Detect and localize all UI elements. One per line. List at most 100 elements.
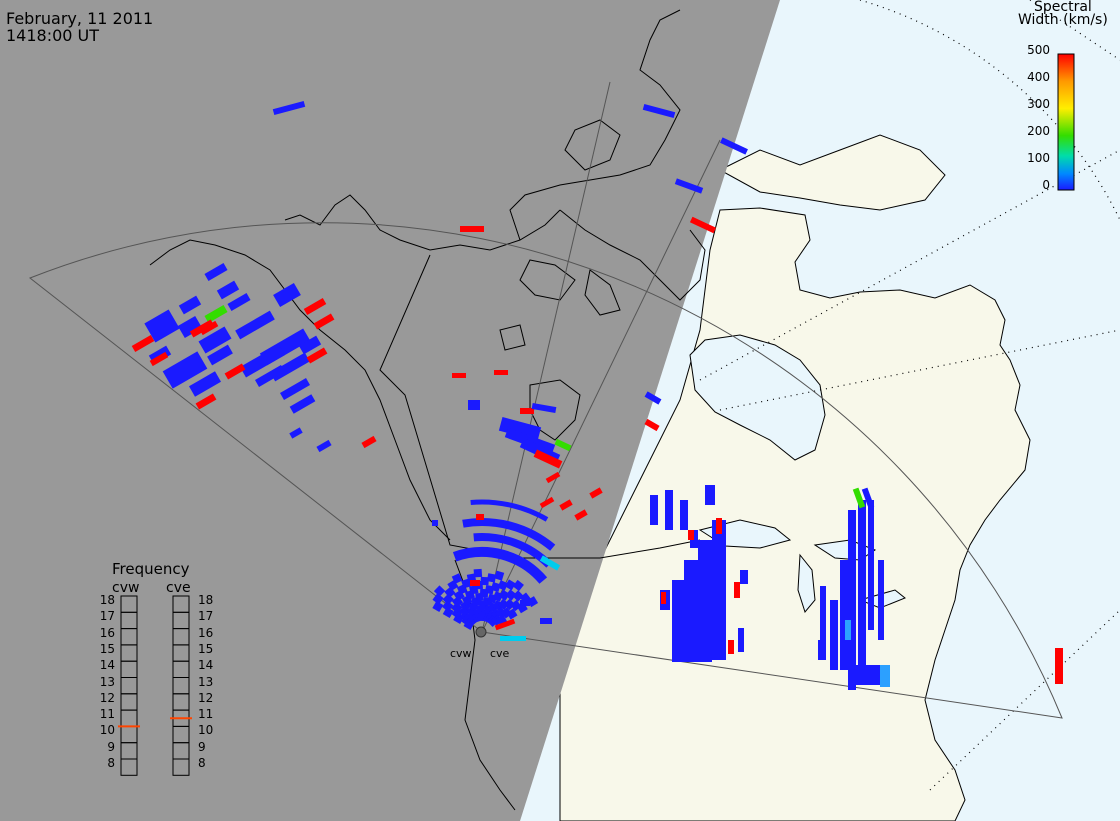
echo-cell xyxy=(432,601,444,612)
echo-cell xyxy=(470,580,480,586)
echo-cell xyxy=(820,586,826,656)
frequency-level-right: 14 xyxy=(198,658,214,673)
frequency-level-left: 10 xyxy=(99,723,115,738)
frequency-level-right: 18 xyxy=(198,593,214,607)
frequency-radar-label: cve xyxy=(166,580,191,596)
radar-site-label: cvw xyxy=(450,647,472,660)
plot-date: February, 11 2011 xyxy=(6,9,154,28)
echo-arc xyxy=(462,518,556,551)
echo-cell xyxy=(716,518,722,534)
colorbar-tick: 400 xyxy=(1027,70,1050,84)
echo-cell xyxy=(852,487,866,509)
echo-cell xyxy=(642,103,676,119)
echo-cell xyxy=(227,293,251,311)
echo-cell xyxy=(672,580,684,662)
radar-site-label: cve xyxy=(490,647,510,660)
echo-cell xyxy=(289,394,316,414)
echo-cell xyxy=(490,582,501,593)
colorbar-title-line1: Spectral xyxy=(1034,0,1092,15)
backscatter-echoes xyxy=(131,100,1063,690)
echo-cell xyxy=(313,313,335,330)
echo-cell xyxy=(738,628,744,652)
echo-cell xyxy=(505,589,517,601)
echo-cell xyxy=(644,418,660,432)
echo-cell xyxy=(199,320,219,336)
frequency-level-left: 16 xyxy=(99,625,115,640)
echo-cell xyxy=(235,310,275,340)
echo-cell xyxy=(177,315,203,339)
echo-cell xyxy=(818,640,826,660)
colorbar-title-line2: Width (km/s) xyxy=(1018,12,1108,28)
echo-cell xyxy=(498,589,510,601)
echo-cell xyxy=(539,496,555,509)
echo-cell xyxy=(289,427,303,439)
frequency-level-left: 18 xyxy=(99,593,115,607)
frequency-level-right: 11 xyxy=(198,707,214,722)
colorbar-tick: 0 xyxy=(1042,178,1050,192)
echo-cell xyxy=(316,439,332,453)
frequency-cell xyxy=(120,758,138,776)
echo-cell xyxy=(589,487,603,499)
echo-cell xyxy=(830,600,838,670)
colorbar-tick: 100 xyxy=(1027,151,1050,165)
echo-cell xyxy=(189,319,215,338)
echo-cell xyxy=(149,351,169,367)
echo-cell xyxy=(880,665,890,687)
echo-cell xyxy=(1055,648,1063,684)
echo-cell xyxy=(452,373,466,378)
echo-cell xyxy=(716,545,724,565)
echo-cell xyxy=(498,417,542,441)
echo-cell xyxy=(520,600,530,606)
echo-cell xyxy=(468,400,480,410)
echo-cell xyxy=(674,178,704,194)
echo-cell xyxy=(432,520,438,526)
hudson-bay xyxy=(689,334,826,461)
frequency-cell xyxy=(172,758,190,776)
echo-cell xyxy=(728,640,734,654)
echo-cell xyxy=(540,618,552,624)
echo-cell xyxy=(255,365,285,387)
echo-cell xyxy=(512,579,524,592)
echo-cell xyxy=(661,592,666,604)
echo-cell xyxy=(688,530,694,540)
echo-cell xyxy=(204,263,228,281)
frequency-level-right: 10 xyxy=(198,723,214,738)
echo-cell xyxy=(539,555,561,571)
echo-cell xyxy=(476,514,484,520)
frequency-level-right: 16 xyxy=(198,625,214,640)
echo-cell xyxy=(689,216,717,234)
echo-cell xyxy=(500,636,526,641)
colorbar-tick: 200 xyxy=(1027,124,1050,138)
echo-arc xyxy=(452,547,548,584)
echo-cell xyxy=(840,560,848,670)
echo-cell xyxy=(740,570,748,584)
echo-cell xyxy=(306,347,328,364)
frequency-ladders xyxy=(120,595,190,776)
echo-cell xyxy=(848,510,856,690)
echo-cell xyxy=(520,408,534,414)
frequency-level-left: 12 xyxy=(99,690,115,705)
echo-cell xyxy=(162,351,208,389)
frequency-level-left: 15 xyxy=(99,641,115,656)
plot-time: 1418:00 UT xyxy=(6,26,100,45)
colorbar-tick: 500 xyxy=(1027,43,1050,57)
echo-cell xyxy=(207,344,233,366)
frequency-level-left: 9 xyxy=(107,739,115,754)
echo-cell xyxy=(144,309,180,343)
echo-cell xyxy=(680,500,688,530)
echo-cell xyxy=(698,540,712,662)
frequency-level-left: 8 xyxy=(107,756,115,770)
echo-cell xyxy=(240,344,285,378)
echo-cell xyxy=(650,495,658,525)
echo-cell xyxy=(204,305,228,323)
echo-cell xyxy=(665,490,673,530)
echo-cell xyxy=(178,295,202,315)
echo-cell xyxy=(480,576,489,586)
frequency-level-right: 8 xyxy=(198,756,206,770)
echo-cell xyxy=(506,608,518,620)
echo-cell xyxy=(712,520,726,660)
echo-cell xyxy=(494,570,505,581)
echo-cell xyxy=(442,607,454,618)
